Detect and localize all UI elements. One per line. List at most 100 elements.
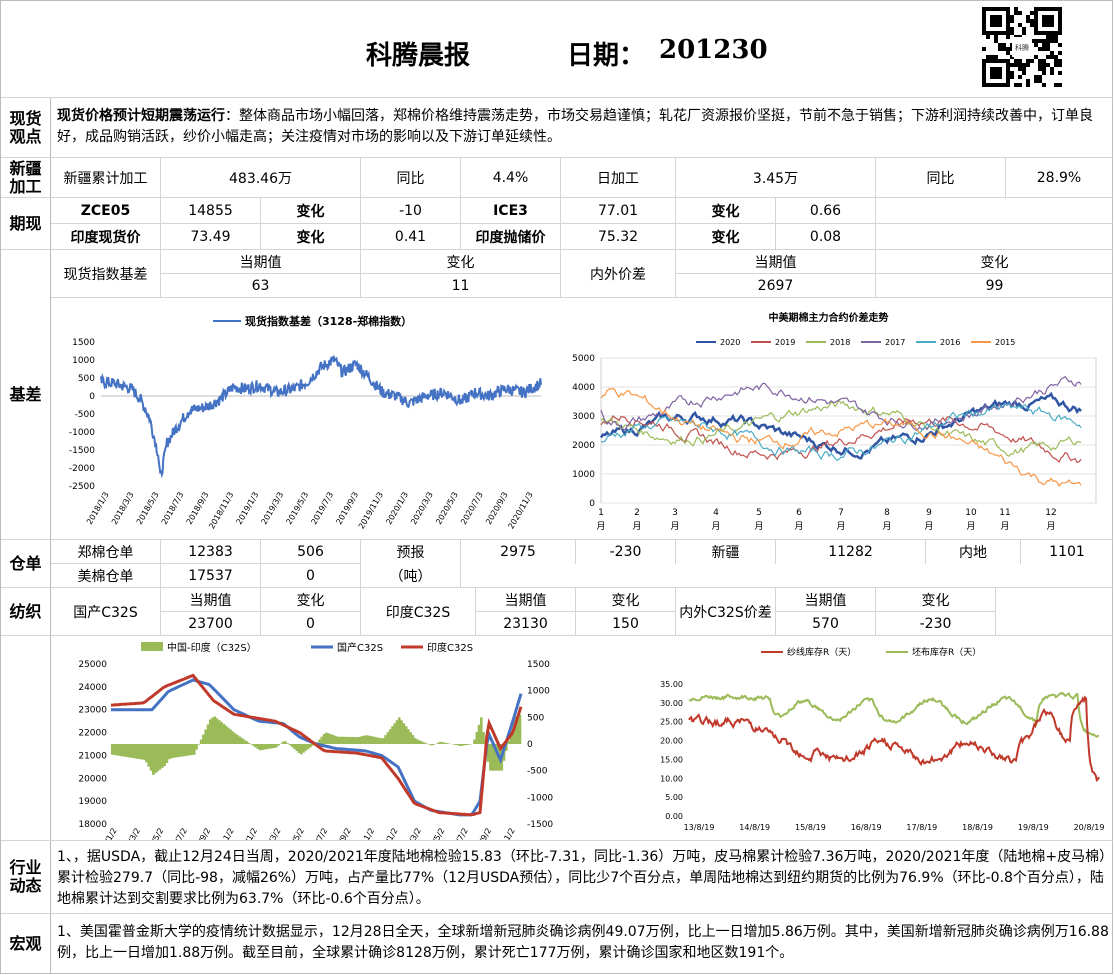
qr-module	[1034, 39, 1038, 43]
spread-bar	[489, 744, 492, 771]
spread-bar	[111, 744, 114, 755]
section-label-textile-charts	[1, 636, 51, 840]
spread-bar	[473, 739, 476, 744]
spot-view-body: ：整体商品市场小幅回落，郑棉价格维持震荡走势，市场交易趋谨慎；轧花厂资源报价坚挺…	[57, 108, 1093, 145]
qr-module	[1010, 19, 1014, 23]
spread-bar	[256, 744, 260, 750]
x-tick-label: 2018/5/3	[135, 491, 161, 527]
spread-bar	[183, 744, 187, 757]
spread-bar	[208, 719, 212, 744]
futures-b-chg-label: 变化	[676, 198, 776, 223]
plot-area	[600, 357, 1097, 504]
x-tick-label: 16/8/19	[851, 823, 882, 832]
qr-module	[1018, 11, 1022, 15]
x-tick-label: 2020/3/3	[409, 491, 435, 527]
spread-bar	[281, 741, 285, 744]
spread-bar	[224, 725, 228, 744]
c32s-yarn-chart: 中国-印度（C32S） 国产C32S 印度C32S 25000 24000 23000 22…	[78, 641, 553, 841]
spread-bar	[407, 729, 410, 744]
y-tick-label: -500	[75, 410, 96, 420]
qr-module	[998, 47, 1002, 51]
spread-bar	[179, 744, 182, 757]
qr-module	[1010, 31, 1014, 35]
qr-module	[994, 39, 998, 43]
qr-module	[1054, 63, 1058, 67]
spread-bar	[357, 737, 360, 744]
futures-b-label: ICE3	[461, 198, 561, 223]
spread-cur-header: 当期值	[776, 588, 876, 612]
qr-module	[1042, 67, 1046, 71]
spread-bar	[425, 743, 428, 744]
spread-bar	[131, 744, 135, 758]
qr-module	[1038, 59, 1042, 63]
y-tick-label: 5.00	[665, 793, 683, 802]
y-tick-label: 0	[589, 499, 595, 509]
qr-module	[986, 55, 990, 59]
spread-bar	[122, 744, 125, 757]
india-cur-header: 当期值	[476, 588, 576, 612]
x-tick-label: 11	[999, 508, 1010, 518]
spread-bar	[297, 744, 301, 754]
spread-bar	[395, 720, 399, 744]
spread-bar	[516, 715, 520, 744]
y-tick-label: 3000	[572, 412, 595, 422]
y-left-tick: 21000	[78, 751, 107, 761]
spread-bar	[302, 744, 305, 753]
spread-bar	[379, 738, 383, 744]
y-tick-label: 1500	[72, 338, 95, 348]
spread-bar	[409, 732, 412, 744]
spread-bar	[372, 736, 376, 744]
qr-module	[1046, 35, 1050, 39]
spread-bar	[514, 716, 517, 744]
spread-bar	[117, 744, 121, 756]
spread-bar	[352, 737, 356, 744]
x-tick-label: 2019/1/3	[235, 491, 261, 527]
spot-view-paragraph: 现货价格预计短期震荡运行：整体商品市场小幅回落，郑棉价格维持震荡走势，市场交易趋…	[57, 106, 1109, 148]
zce-receipts-label: 郑棉仓单	[51, 540, 161, 564]
x-tick-label: 2019/5/3	[284, 491, 310, 527]
basis-cur-header-2: 当期值	[676, 250, 876, 274]
spread-c32s-label: 内外C32S价差	[676, 588, 776, 636]
fabric-inventory-line	[688, 691, 1100, 738]
qr-module	[1026, 59, 1030, 63]
y-tick-label: 1000	[572, 470, 595, 480]
macro-paragraph: 1、美国霍普金斯大学的疫情统计数据显示，12月28日全天，全球新增新冠肺炎确诊病…	[57, 924, 1109, 961]
qr-module	[1054, 83, 1058, 87]
spread-bar	[311, 744, 315, 746]
forecast-value: 2975	[461, 540, 576, 564]
x-tick-label: 2	[634, 508, 640, 518]
legend-label: 现货指数基差（3128-郑棉指数）	[245, 314, 412, 328]
domestic-chg-header: 变化	[261, 588, 361, 612]
x-tick-unit: 月	[632, 521, 641, 532]
qr-module	[1026, 19, 1030, 23]
qr-module	[1046, 47, 1050, 51]
spread-bar	[345, 736, 349, 744]
qr-module	[1038, 79, 1042, 83]
futures-a-chg-label: 变化	[261, 198, 361, 223]
qr-module	[1042, 47, 1046, 51]
x-tick-label: 18/11/2	[213, 827, 236, 841]
y-right-tick: -1000	[527, 793, 553, 803]
y-tick-label: 5000	[572, 354, 595, 364]
india-reserve-label: 印度抛储价	[461, 224, 561, 249]
spread-bar	[290, 744, 294, 748]
spread-bar	[247, 742, 251, 744]
spread-bar	[190, 744, 194, 756]
qr-module	[1058, 63, 1062, 67]
spread-bar	[320, 736, 324, 744]
x-tick-label: 2018/7/3	[160, 491, 186, 527]
spread-bar	[277, 744, 280, 746]
spread-bar	[331, 735, 335, 744]
chart-title: 中美期棉主力合约价差走势	[769, 311, 889, 324]
qr-module	[1010, 63, 1014, 67]
x-tick-label: 12	[1045, 508, 1056, 518]
spread-bar	[338, 736, 342, 744]
spread-bar	[177, 744, 180, 758]
futures-a-chg: -10	[361, 198, 461, 223]
basis-chg-value-2: 99	[985, 278, 1004, 294]
qr-module	[1054, 39, 1058, 43]
x-tick-label: 2018/1/3	[85, 491, 111, 527]
spread-bar	[263, 744, 267, 750]
qr-module	[1018, 67, 1022, 71]
spread-bar	[138, 744, 141, 760]
